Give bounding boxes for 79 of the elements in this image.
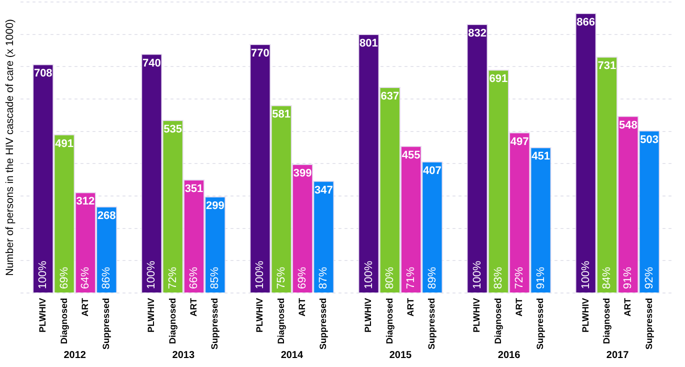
text: PLWHIV — [38, 298, 48, 333]
annotation: 75% — [275, 266, 288, 289]
annotation: 64% — [79, 266, 92, 289]
text: Suppressed — [535, 298, 546, 350]
annotation: 92% — [643, 266, 656, 289]
data-label: 740 — [142, 57, 161, 70]
annotation: 100% — [471, 260, 484, 289]
annotation: 100% — [37, 260, 50, 289]
data-label: 351 — [184, 183, 204, 196]
data-label: 455 — [402, 149, 420, 162]
data-label: 268 — [97, 210, 116, 222]
text: Suppressed — [101, 298, 112, 350]
text: ART — [622, 298, 633, 316]
annotation: 66% — [188, 266, 200, 289]
text: Diagnosed — [58, 298, 69, 344]
data-label: 731 — [598, 60, 616, 72]
data-label: 801 — [360, 38, 378, 50]
data-label: 497 — [510, 136, 529, 148]
data-label: 347 — [314, 184, 333, 196]
data-label: 691 — [489, 73, 508, 86]
text: Suppressed — [318, 298, 328, 350]
annotation: 87% — [318, 266, 330, 289]
x-tick-label: 2015 — [389, 350, 412, 361]
text: Suppressed — [644, 298, 654, 350]
annotation: 84% — [600, 266, 613, 289]
data-label: 299 — [206, 200, 224, 212]
data-label: 832 — [468, 28, 486, 40]
annotation: 100% — [362, 260, 375, 289]
annotation: 91% — [534, 266, 547, 289]
text: Suppressed — [426, 298, 437, 350]
data-label: 503 — [640, 134, 658, 146]
annotation: 100% — [580, 260, 592, 289]
x-tick-label: 2014 — [280, 350, 304, 361]
text: PLWHIV — [580, 298, 590, 333]
x-tick-label: 2012 — [64, 350, 86, 361]
text: Diagnosed — [384, 298, 394, 344]
annotation: 69% — [296, 266, 309, 289]
annotation: 100% — [146, 260, 158, 289]
annotation: 89% — [426, 266, 438, 289]
data-label: 866 — [576, 16, 595, 29]
data-label: 451 — [532, 150, 550, 163]
text: ART — [80, 298, 90, 316]
annotation: 69% — [58, 266, 70, 289]
x-tick-label: 2016 — [498, 350, 521, 361]
data-label: 491 — [55, 138, 74, 150]
text: ART — [188, 298, 198, 316]
x-tick-label: 2017 — [606, 350, 630, 361]
text: PLWHIV — [472, 298, 482, 333]
annotation: 91% — [622, 266, 634, 289]
annotation: 71% — [405, 266, 418, 289]
annotation: 86% — [100, 266, 113, 289]
annotation: 83% — [492, 266, 504, 289]
data-label: 535 — [164, 124, 182, 136]
text: ART — [297, 298, 308, 316]
text: Diagnosed — [276, 298, 286, 344]
text: ART — [514, 298, 524, 316]
data-label: 548 — [618, 119, 638, 132]
annotation: 100% — [254, 260, 266, 289]
data-label: 637 — [380, 90, 400, 103]
text: PLWHIV — [254, 298, 265, 333]
text: Diagnosed — [492, 298, 503, 344]
data-label: 312 — [76, 196, 95, 208]
text: PLWHIV — [363, 298, 374, 333]
x-tick-label: 2013 — [172, 350, 195, 361]
text: Diagnosed — [601, 298, 612, 344]
text: PLWHIV — [146, 298, 156, 333]
text: Diagnosed — [167, 298, 178, 344]
annotation: 72% — [166, 266, 179, 289]
data-label: 581 — [272, 108, 291, 121]
data-label: 407 — [423, 164, 442, 177]
annotation: 72% — [514, 266, 526, 289]
data-label: 770 — [251, 48, 270, 60]
text: ART — [406, 298, 416, 316]
data-label: 708 — [34, 68, 52, 80]
text: Suppressed — [210, 298, 220, 350]
annotation: 85% — [209, 266, 222, 289]
data-label: 399 — [293, 168, 312, 180]
y-axis-title: Number of persons in the HIV cascade of care (x 1000) — [4, 19, 16, 276]
annotation: 80% — [384, 266, 396, 289]
